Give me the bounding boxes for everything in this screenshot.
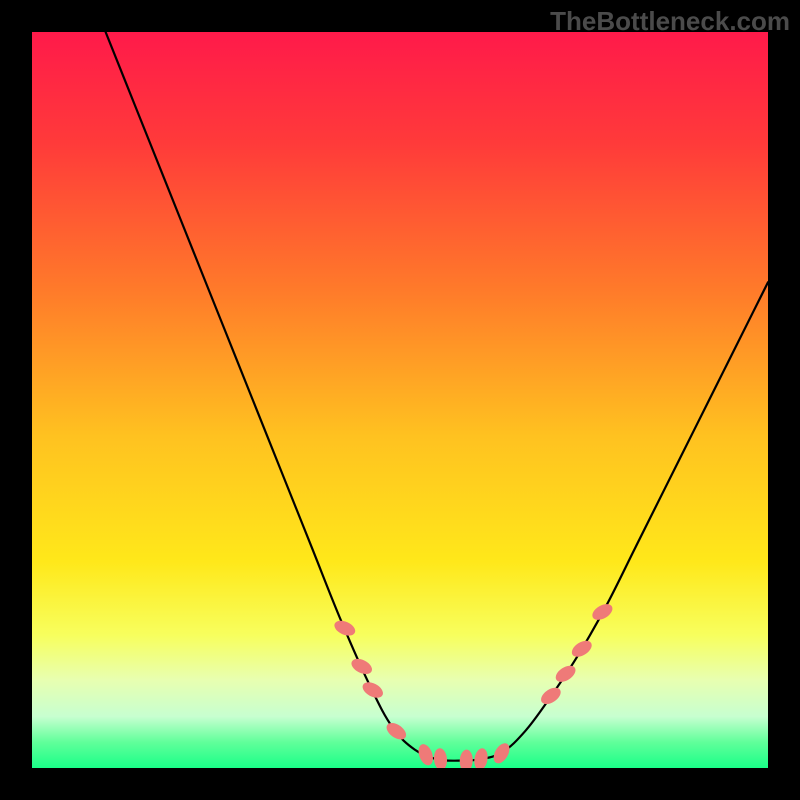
chart-svg [32, 32, 768, 768]
gradient-background [32, 32, 768, 768]
plot-area [32, 32, 768, 768]
